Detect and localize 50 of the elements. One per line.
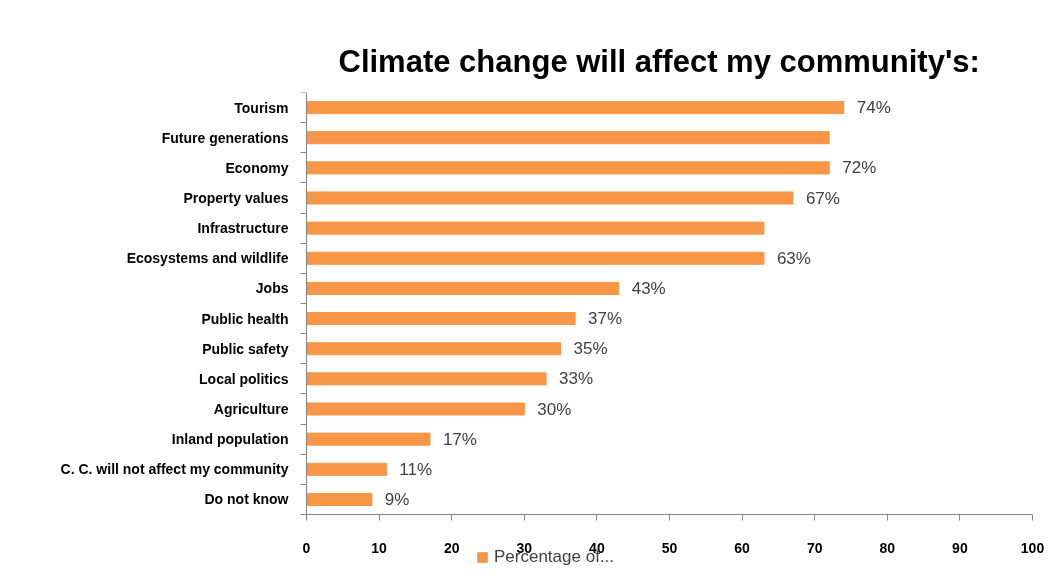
x-tick-label: 100 <box>1020 539 1045 556</box>
bar <box>306 372 547 386</box>
bar <box>306 191 794 205</box>
data-label: 17% <box>442 429 477 449</box>
bar <box>306 462 387 476</box>
bar <box>306 281 620 295</box>
data-label: 43% <box>631 278 666 298</box>
chart-title: Climate change will affect my community's: <box>338 43 980 79</box>
bar <box>306 492 373 506</box>
bar <box>306 131 830 145</box>
bar <box>306 342 562 356</box>
data-label: 11% <box>399 459 433 479</box>
data-label: 35% <box>573 339 608 359</box>
y-tick-label: C. C. will not affect my community <box>60 461 289 478</box>
y-tick-label: Infrastructure <box>197 220 289 237</box>
y-tick-label: Local politics <box>199 370 289 387</box>
data-label: 33% <box>559 369 594 389</box>
data-label: 9% <box>384 489 410 509</box>
y-tick-label: Agriculture <box>213 401 289 417</box>
data-label: 74% <box>856 98 891 118</box>
y-tick-label: Public safety <box>202 340 289 357</box>
y-tick-label: Do not know <box>204 491 289 508</box>
x-tick-label: 20 <box>443 539 460 556</box>
y-tick-label: Ecosystems and wildlife <box>126 250 289 267</box>
x-tick-label: 10 <box>371 539 388 556</box>
y-tick-label: Public health <box>201 310 289 327</box>
y-tick-label: Tourism <box>234 99 289 116</box>
y-tick-label: Property values <box>183 190 289 206</box>
bar <box>306 312 576 326</box>
y-tick-label: Inland population <box>171 431 289 448</box>
x-tick-label: 80 <box>879 539 896 556</box>
bar <box>306 251 765 265</box>
bar <box>306 161 830 175</box>
data-label: 67% <box>805 188 840 208</box>
y-tick-label: Economy <box>225 159 289 176</box>
x-tick-label: 0 <box>302 539 311 556</box>
x-tick-label: 60 <box>734 539 751 556</box>
y-tick-label: Jobs <box>255 280 289 297</box>
x-tick-label: 90 <box>952 539 968 556</box>
data-label: 72% <box>842 158 877 178</box>
data-label: 63% <box>776 248 811 268</box>
x-tick-label: 50 <box>661 539 678 556</box>
bar <box>306 402 525 416</box>
bar <box>306 432 431 446</box>
data-label: 37% <box>588 309 623 329</box>
x-tick-label: 70 <box>806 539 823 556</box>
y-tick-label: Future generations <box>161 129 289 146</box>
bar <box>306 221 765 235</box>
data-label: 30% <box>537 399 572 419</box>
bar <box>306 101 845 115</box>
